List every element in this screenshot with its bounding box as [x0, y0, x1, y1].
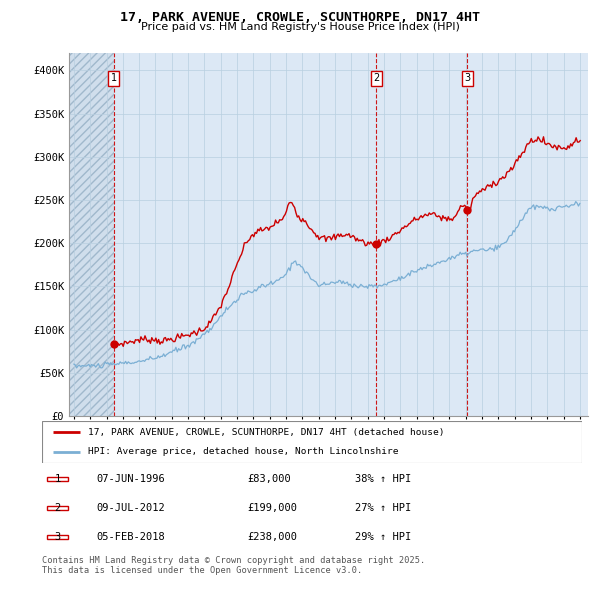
Text: 05-FEB-2018: 05-FEB-2018 [96, 532, 165, 542]
Text: 3: 3 [55, 532, 61, 542]
Text: 07-JUN-1996: 07-JUN-1996 [96, 474, 165, 484]
FancyBboxPatch shape [47, 535, 68, 539]
Text: Contains HM Land Registry data © Crown copyright and database right 2025.
This d: Contains HM Land Registry data © Crown c… [42, 556, 425, 575]
Bar [69, 53, 114, 416]
Text: 1: 1 [55, 474, 61, 484]
Text: 17, PARK AVENUE, CROWLE, SCUNTHORPE, DN17 4HT (detached house): 17, PARK AVENUE, CROWLE, SCUNTHORPE, DN1… [88, 428, 445, 437]
Text: 2: 2 [373, 74, 379, 84]
Text: Price paid vs. HM Land Registry's House Price Index (HPI): Price paid vs. HM Land Registry's House … [140, 22, 460, 32]
Text: £199,000: £199,000 [247, 503, 297, 513]
Text: 09-JUL-2012: 09-JUL-2012 [96, 503, 165, 513]
Text: 27% ↑ HPI: 27% ↑ HPI [355, 503, 412, 513]
Text: 38% ↑ HPI: 38% ↑ HPI [355, 474, 412, 484]
Text: HPI: Average price, detached house, North Lincolnshire: HPI: Average price, detached house, Nort… [88, 447, 398, 456]
Text: 17, PARK AVENUE, CROWLE, SCUNTHORPE, DN17 4HT: 17, PARK AVENUE, CROWLE, SCUNTHORPE, DN1… [120, 11, 480, 24]
Text: 1: 1 [110, 74, 117, 84]
Text: 2: 2 [55, 503, 61, 513]
FancyBboxPatch shape [42, 421, 582, 463]
FancyBboxPatch shape [47, 477, 68, 481]
FancyBboxPatch shape [47, 506, 68, 510]
Bar [69, 53, 114, 416]
Text: 29% ↑ HPI: 29% ↑ HPI [355, 532, 412, 542]
Text: £83,000: £83,000 [247, 474, 291, 484]
Text: 3: 3 [464, 74, 470, 84]
Text: £238,000: £238,000 [247, 532, 297, 542]
